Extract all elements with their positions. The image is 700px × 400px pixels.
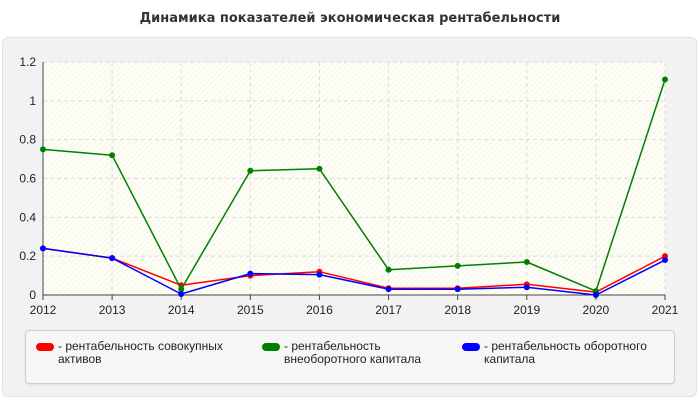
- data-point: [109, 255, 116, 262]
- legend-item-series-2[interactable]: - рентабельность внеоборотного капитала: [262, 340, 459, 366]
- y-tick-label: 0: [29, 288, 36, 302]
- data-point: [454, 286, 461, 293]
- data-point: [385, 286, 392, 293]
- legend-swatch-green: [262, 343, 280, 351]
- x-tick-labels: 2012 2013 2014 2015 2016 2017 2018 2019 2020 2021: [30, 303, 679, 317]
- chart-title: Динамика показателей экономическая рента…: [139, 11, 561, 26]
- x-tick-label: 2016: [306, 303, 333, 317]
- data-point: [316, 165, 323, 172]
- legend-label: - рентабельность совокупных активов: [58, 339, 223, 366]
- x-tick-label: 2018: [444, 303, 471, 317]
- legend-label: - рентабельность оборотного капитала: [484, 339, 647, 366]
- x-tick-label: 2021: [652, 303, 679, 317]
- series-line-1: [42, 247, 666, 293]
- data-point: [523, 284, 530, 291]
- legend-item-series-3[interactable]: - рентабельность оборотного капитала: [462, 340, 659, 366]
- y-tick-label: 0.4: [19, 210, 36, 224]
- y-tick-labels: 0 0.2 0.4 0.6 0.8 1 1.2: [19, 55, 36, 302]
- x-tick-label: 2019: [513, 303, 540, 317]
- y-tick-label: 0.8: [19, 133, 36, 147]
- data-point: [247, 167, 254, 174]
- data-point: [178, 286, 185, 293]
- legend-label: - рентабельность внеоборотного капитала: [284, 339, 421, 366]
- chart-legend: - рентабельность совокупных активов - ре…: [25, 330, 675, 384]
- data-point: [247, 270, 254, 277]
- grid-lines: [43, 61, 666, 295]
- data-point: [454, 262, 461, 269]
- data-point: [385, 266, 392, 273]
- data-point: [109, 152, 116, 159]
- y-tick-label: 1.2: [19, 55, 36, 69]
- data-point: [178, 291, 185, 298]
- series-line-3: [42, 247, 666, 296]
- x-tick-label: 2017: [375, 303, 402, 317]
- data-point: [662, 76, 668, 83]
- data-point: [40, 245, 46, 252]
- x-tick-label: 2013: [99, 303, 126, 317]
- data-point: [662, 257, 668, 264]
- data-point: [40, 146, 46, 153]
- y-tick-label: 0.6: [19, 172, 36, 186]
- x-tick-label: 2012: [30, 303, 57, 317]
- data-point: [592, 292, 599, 298]
- x-tick-label: 2014: [168, 303, 195, 317]
- data-point: [523, 258, 530, 265]
- series-lines: [40, 76, 668, 298]
- y-tick-label: 1: [29, 94, 36, 108]
- x-tick-label: 2020: [583, 303, 610, 317]
- legend-swatch-blue: [462, 343, 480, 351]
- data-point: [316, 271, 323, 278]
- legend-item-series-1[interactable]: - рентабельность совокупных активов: [36, 340, 233, 366]
- series-line-2: [42, 79, 666, 292]
- x-tick-label: 2015: [237, 303, 264, 317]
- y-tick-label: 0.2: [19, 249, 36, 263]
- legend-swatch-red: [36, 343, 54, 351]
